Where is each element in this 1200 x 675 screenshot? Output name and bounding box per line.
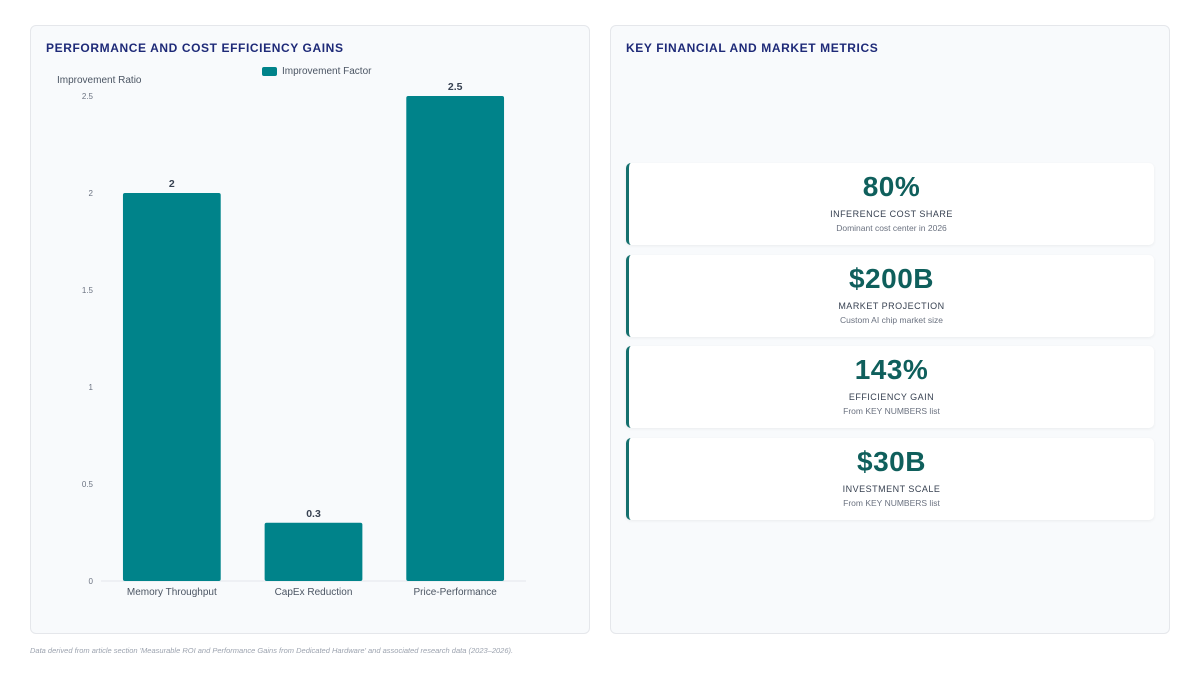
- legend-swatch: [262, 67, 277, 76]
- y-tick-label: 1.5: [82, 286, 94, 295]
- y-tick-label: 1: [89, 383, 94, 392]
- metric-value: $30B: [857, 445, 926, 477]
- metric-subtext: Dominant cost center in 2026: [836, 223, 947, 233]
- metric-card-market-projection: $200B MARKET PROJECTION Custom AI chip m…: [626, 254, 1154, 337]
- bar: [264, 522, 363, 581]
- metric-value: $200B: [848, 262, 934, 294]
- y-tick-label: 2: [89, 189, 94, 198]
- metric-cards: 80% INFERENCE COST SHARE Dominant cost c…: [626, 163, 1154, 529]
- chart-panel: PERFORMANCE AND COST EFFICIENCY GAINS Im…: [30, 25, 590, 634]
- bar: [122, 193, 221, 581]
- metric-card-efficiency-gain: 143% EFFICIENCY GAIN From KEY NUMBERS li…: [626, 346, 1154, 428]
- metric-label: INFERENCE COST SHARE: [830, 209, 953, 219]
- x-tick-label: Price-Performance: [413, 587, 497, 598]
- bar-data-label: 2.5: [448, 81, 463, 93]
- metric-subtext: From KEY NUMBERS list: [843, 497, 940, 508]
- legend-label: Improvement Factor: [282, 66, 372, 77]
- x-tick-label: CapEx Reduction: [275, 587, 353, 598]
- y-axis-label: Improvement Ratio: [57, 75, 142, 86]
- bar-data-label: 0.3: [306, 508, 321, 520]
- metrics-panel: KEY FINANCIAL AND MARKET METRICS 80% INF…: [610, 25, 1170, 634]
- metric-subtext: Custom AI chip market size: [840, 314, 943, 325]
- footnote: Data derived from article section 'Measu…: [30, 646, 514, 655]
- y-tick-label: 0.5: [82, 480, 94, 489]
- metric-card-inference-cost: 80% INFERENCE COST SHARE Dominant cost c…: [626, 163, 1154, 245]
- metric-subtext: From KEY NUMBERS list: [843, 406, 940, 416]
- y-tick-label: 2.5: [82, 92, 94, 101]
- metrics-title: KEY FINANCIAL AND MARKET METRICS: [626, 41, 879, 55]
- bar: [406, 96, 505, 581]
- x-tick-label: Memory Throughput: [127, 587, 217, 598]
- chart-legend: Improvement Factor: [262, 66, 371, 77]
- metric-value: 80%: [862, 171, 921, 202]
- metric-label: EFFICIENCY GAIN: [848, 392, 935, 402]
- bar-chart: 0 0.5 1 1.5 2 2.5 2 Memory Throughput 0.3 CapEx R…: [82, 81, 526, 598]
- chart-title: PERFORMANCE AND COST EFFICIENCY GAINS: [46, 41, 344, 55]
- metric-label: INVESTMENT SCALE: [842, 483, 941, 494]
- metric-label: MARKET PROJECTION: [838, 300, 945, 311]
- y-tick-label: 0: [89, 577, 94, 586]
- bar-data-label: 2: [169, 178, 175, 190]
- metric-card-investment-scale: $30B INVESTMENT SCALE From KEY NUMBERS l…: [626, 437, 1154, 520]
- metric-value: 143%: [854, 354, 929, 385]
